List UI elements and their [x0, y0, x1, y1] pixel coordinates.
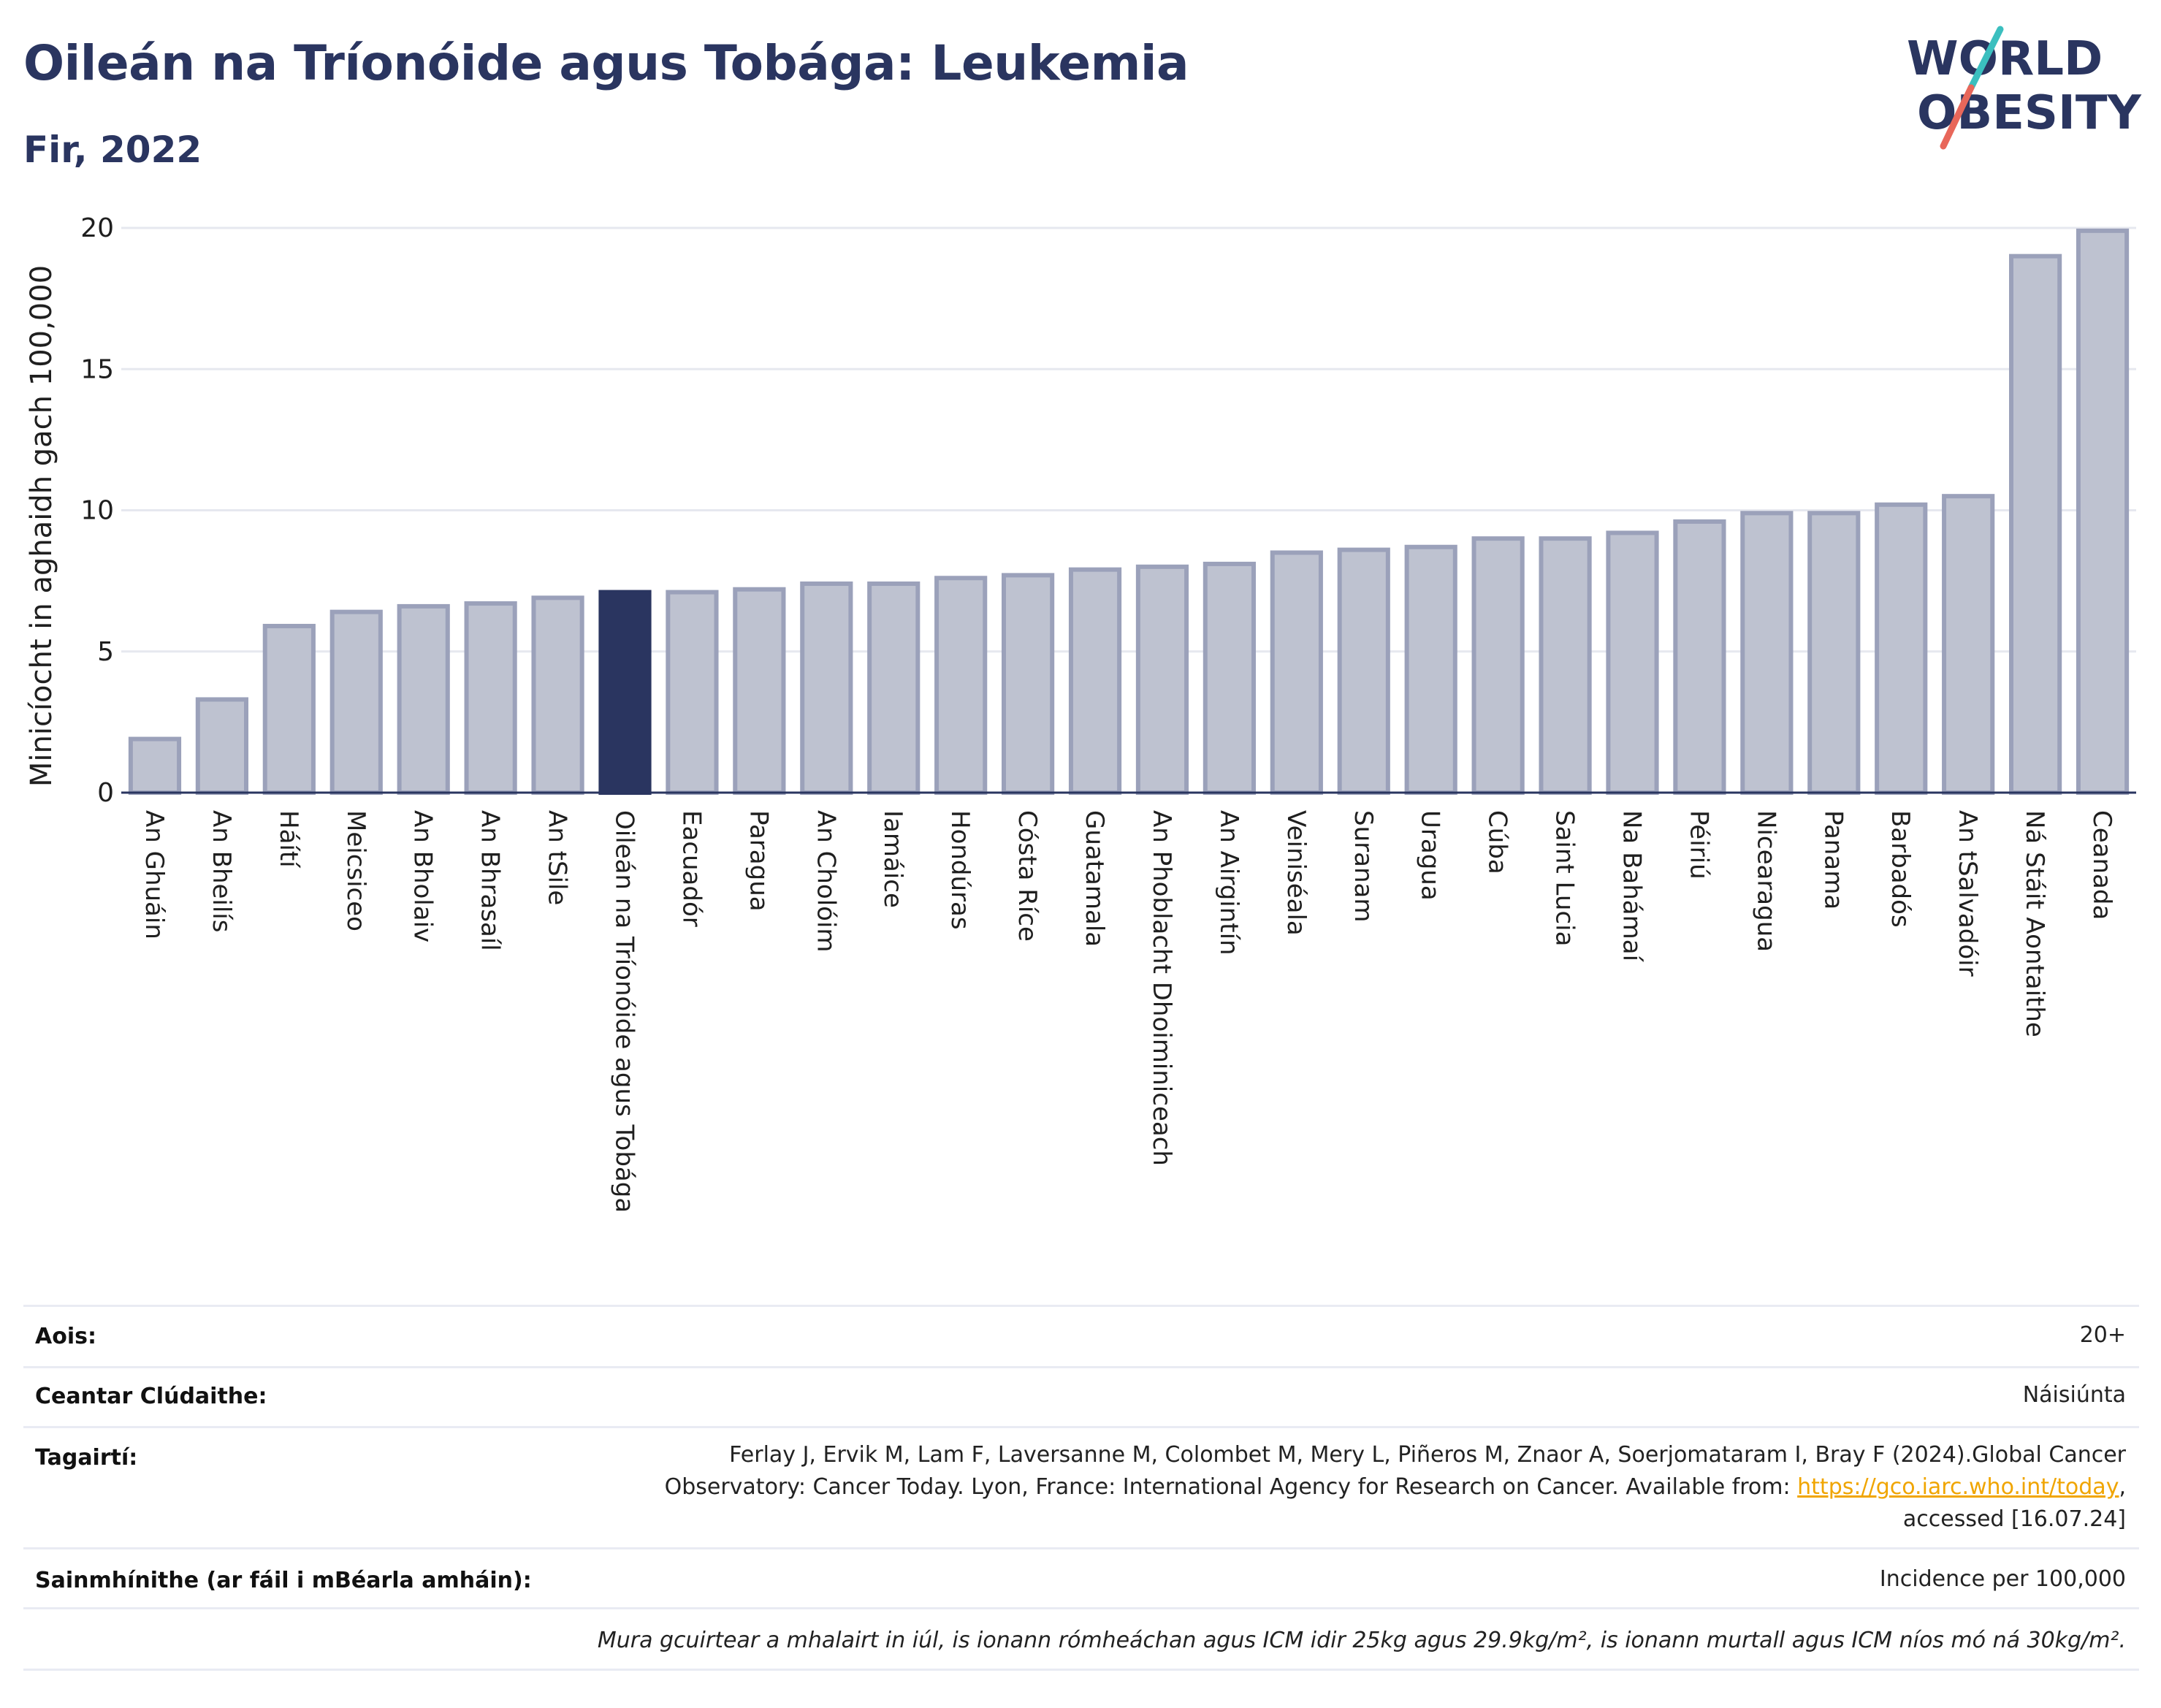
bar: [1203, 561, 1256, 795]
grid-lines: [121, 226, 2136, 653]
bar: [397, 603, 450, 795]
references-line-3: accessed [16.07.24]: [1902, 1506, 2126, 1532]
bar: [2076, 228, 2130, 795]
bar: [1135, 564, 1189, 795]
bar: [329, 609, 383, 796]
bars: [128, 228, 2130, 796]
bar-chart: 0 5 10 15 20 An Ghuáin An Bheilís Háítí Meicsice…: [25, 213, 2136, 1213]
bar: [1539, 536, 1592, 796]
bar: [531, 595, 584, 795]
bar: [934, 576, 988, 795]
bar: [195, 697, 248, 796]
x-tick-label: Hondúras: [945, 810, 975, 930]
references-line-2: Observatory: Cancer Today. Lyon, France:…: [665, 1471, 2126, 1503]
bar: [262, 623, 316, 796]
y-tick-label: 20: [80, 213, 114, 243]
x-tick-label: An Bheilís: [207, 810, 236, 932]
x-tick-label: Háítí: [274, 810, 303, 869]
x-tick-label: Meicsiceo: [341, 810, 370, 931]
bar: [867, 581, 921, 795]
logo-slash-teal: [1967, 26, 2004, 91]
x-tick-label: Veiniséala: [1281, 810, 1311, 936]
x-tick-label: Cúba: [1483, 810, 1512, 874]
x-tick-label: Eacuadór: [676, 810, 706, 927]
references-comma: ,: [2119, 1474, 2126, 1500]
x-tick-label: Na Bahámaí: [1617, 810, 1647, 963]
x-tick-label: Saint Lucia: [1550, 810, 1579, 946]
bar: [1471, 536, 1525, 796]
bar: [1942, 494, 1995, 795]
x-tick-label: An Ghuáin: [140, 810, 169, 939]
x-tick-label: Iamáice: [878, 810, 907, 908]
definitions-label: Sainmhínithe (ar fáil i mBéarla amháin):: [35, 1568, 532, 1593]
x-tick-label: Ceanada: [2087, 810, 2116, 920]
logo-slash-red: [1940, 84, 1975, 150]
bar: [1875, 502, 1928, 796]
bar: [1740, 511, 1794, 795]
x-tick-label: Panama: [1818, 810, 1848, 910]
bar: [464, 601, 517, 795]
references-label: Tagairtí:: [35, 1445, 138, 1471]
x-tick-label: An Cholóim: [811, 810, 840, 953]
logo-text-obesity: OBESITY: [1917, 86, 2141, 140]
footnote: Mura gcuirtear a mhalairt in iúl, is ion…: [597, 1628, 2126, 1653]
logo-text-world: WORLD: [1907, 32, 2103, 86]
references-line-1: Ferlay J, Ervik M, Lam F, Laversanne M, …: [729, 1442, 2126, 1468]
y-tick-label: 5: [97, 637, 114, 667]
references-value: Ferlay J, Ervik M, Lam F, Laversanne M, …: [665, 1439, 2126, 1536]
divider: [23, 1426, 2139, 1428]
x-tick-label: Suranam: [1349, 810, 1378, 922]
chart-subtitle: Fir, 2022: [23, 129, 202, 171]
divider: [23, 1669, 2139, 1671]
divider: [23, 1547, 2139, 1549]
y-tick-label: 15: [80, 354, 114, 384]
x-tick-label: Uragua: [1416, 810, 1445, 901]
bar: [128, 736, 182, 795]
bar: [1606, 530, 1659, 795]
x-tick-label: Péiriú: [1684, 810, 1713, 880]
y-tick-label: 0: [97, 778, 114, 808]
x-tick-label: An Airgintín: [1214, 810, 1243, 956]
bar: [666, 590, 719, 796]
bar: [800, 581, 853, 795]
y-axis-label: Minicíocht in aghaidh gach 100,000: [25, 265, 58, 787]
axes: 0 5 10 15 20 An Ghuáin An Bheilís Háítí Meicsice…: [80, 213, 2136, 1213]
bar: [1673, 519, 1726, 796]
definitions-value: Incidence per 100,000: [1879, 1566, 2126, 1592]
divider: [23, 1366, 2139, 1368]
x-tick-label: An Bholaiv: [408, 810, 438, 942]
x-tick-label: An tSile: [543, 810, 572, 905]
divider: [23, 1607, 2139, 1609]
x-tick-label: Paragua: [744, 810, 773, 912]
age-value: 20+: [2079, 1322, 2126, 1348]
x-tick-label: Guatamala: [1080, 810, 1109, 947]
references-text: Observatory: Cancer Today. Lyon, France:…: [664, 1474, 1798, 1500]
y-tick-label: 10: [80, 496, 114, 526]
age-label: Aois:: [35, 1324, 96, 1349]
bar: [2009, 253, 2062, 795]
x-tick-label: Cósta Ríce: [1013, 810, 1042, 942]
bar: [1337, 547, 1390, 795]
coverage-value: Náisiúnta: [2022, 1382, 2126, 1408]
x-tick-label: An tSalvadóir: [1953, 810, 1982, 977]
x-tick-label: An Bhrasaíl: [476, 810, 505, 951]
bar: [1002, 573, 1055, 796]
x-tick-label: Nicearagua: [1751, 810, 1780, 952]
divider: [23, 1305, 2139, 1307]
bar: [1068, 567, 1122, 795]
world-obesity-logo: WORLD OBESITY: [1907, 26, 2141, 150]
chart-title: Oileán na Tríonóide agus Tobága: Leukemi…: [23, 35, 1189, 91]
bar: [1807, 511, 1861, 795]
coverage-label: Ceantar Clúdaithe:: [35, 1384, 267, 1409]
bar: [1270, 550, 1323, 795]
bar: [598, 590, 652, 796]
bar: [733, 587, 786, 795]
references-link[interactable]: https://gco.iarc.who.int/today: [1797, 1474, 2119, 1500]
x-tick-label: An Phoblacht Dhoiminiceach: [1147, 810, 1176, 1166]
x-tick-label: Ná Stáit Aontaithe: [2020, 810, 2049, 1037]
x-tick-label: Barbadós: [1886, 810, 1915, 928]
bar: [1404, 544, 1457, 795]
x-tick-label: Oileán na Tríonóide agus Tobága: [610, 810, 639, 1213]
